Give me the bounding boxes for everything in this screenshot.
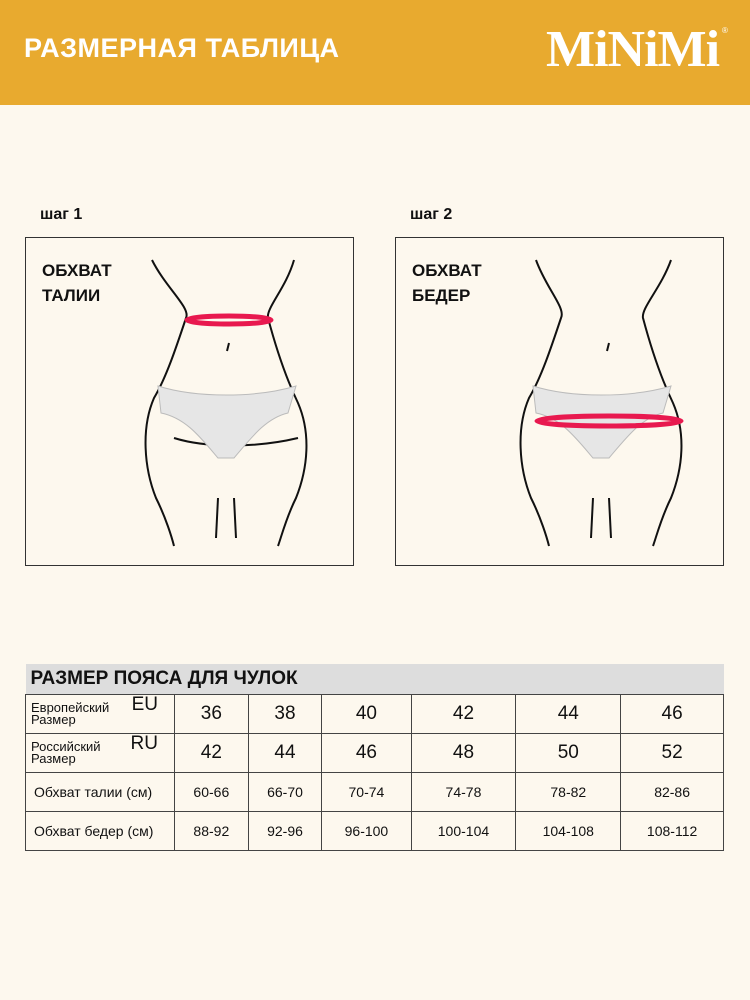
row-label: RU Российский Размер	[25, 733, 175, 773]
row-label: Обхват талии (см)	[25, 772, 175, 812]
brand-logo: MiNiMi	[546, 21, 720, 78]
table-row-eu: EU Европейский Размер 36 38 40 42 44 46	[25, 694, 724, 734]
table-cell: 78-82	[515, 772, 622, 812]
table-cell: 74-78	[410, 772, 517, 812]
table-row-waist: Обхват талии (см) 60-66 66-70 70-74 74-78 78…	[25, 772, 724, 812]
table-cell: 46	[620, 694, 724, 734]
table-cell: 60-66	[174, 772, 249, 812]
table-cell: 44	[247, 733, 323, 773]
registered-mark: ®	[722, 26, 728, 35]
table-cell: 88-92	[174, 811, 249, 851]
row-label-text: Европейский Размер	[31, 700, 110, 727]
table-cell: 46	[321, 733, 412, 773]
table-cell: 104-108	[515, 811, 622, 851]
row-label-text: Российский Размер	[31, 739, 101, 766]
table-cell: 100-104	[410, 811, 517, 851]
hips-measure-band	[534, 413, 684, 429]
step-1-label: шаг 1	[40, 206, 83, 223]
waist-label: ОБХВАТ ТАЛИИ	[42, 261, 112, 305]
table-cell: 40	[321, 694, 412, 734]
table-row-ru: RU Российский Размер 42 44 46 48 50 52	[25, 733, 724, 773]
table-cell: 52	[620, 733, 724, 773]
hips-figure-box: ОБХВАТ БЕДЕР	[395, 237, 724, 566]
hips-label: ОБХВАТ БЕДЕР	[412, 261, 482, 305]
table-title: РАЗМЕР ПОЯСА ДЛЯ ЧУЛОК	[25, 664, 724, 695]
row-code: RU	[130, 733, 158, 754]
table-row-hips: Обхват бедер (см) 88-92 92-96 96-100 100-10…	[25, 811, 724, 851]
header-banner: РАЗМЕРНАЯ ТАБЛИЦА MiNiMi ®	[0, 0, 750, 105]
row-label: Обхват бедер (см)	[25, 811, 175, 851]
page-title: РАЗМЕРНАЯ ТАБЛИЦА	[24, 33, 340, 63]
row-code: EU	[131, 694, 158, 715]
table-cell: 92-96	[247, 811, 323, 851]
table-cell: 42	[174, 733, 249, 773]
row-label: EU Европейский Размер	[25, 694, 175, 734]
step-2-label: шаг 2	[410, 206, 453, 223]
waist-body-illustration	[144, 259, 308, 547]
size-table: РАЗМЕР ПОЯСА ДЛЯ ЧУЛОК EU Европейский Раз…	[25, 664, 724, 851]
table-cell: 82-86	[620, 772, 724, 812]
hips-body-illustration	[519, 259, 684, 547]
table-cell: 44	[515, 694, 622, 734]
table-cell: 36	[174, 694, 249, 734]
table-cell: 70-74	[321, 772, 412, 812]
waist-measure-band	[184, 313, 274, 327]
waist-figure-box: ОБХВАТ ТАЛИИ	[25, 237, 354, 566]
table-cell: 48	[410, 733, 517, 773]
table-cell: 96-100	[321, 811, 412, 851]
table-cell: 66-70	[247, 772, 323, 812]
table-cell: 42	[410, 694, 517, 734]
table-cell: 50	[515, 733, 622, 773]
table-cell: 38	[247, 694, 323, 734]
table-cell: 108-112	[620, 811, 724, 851]
